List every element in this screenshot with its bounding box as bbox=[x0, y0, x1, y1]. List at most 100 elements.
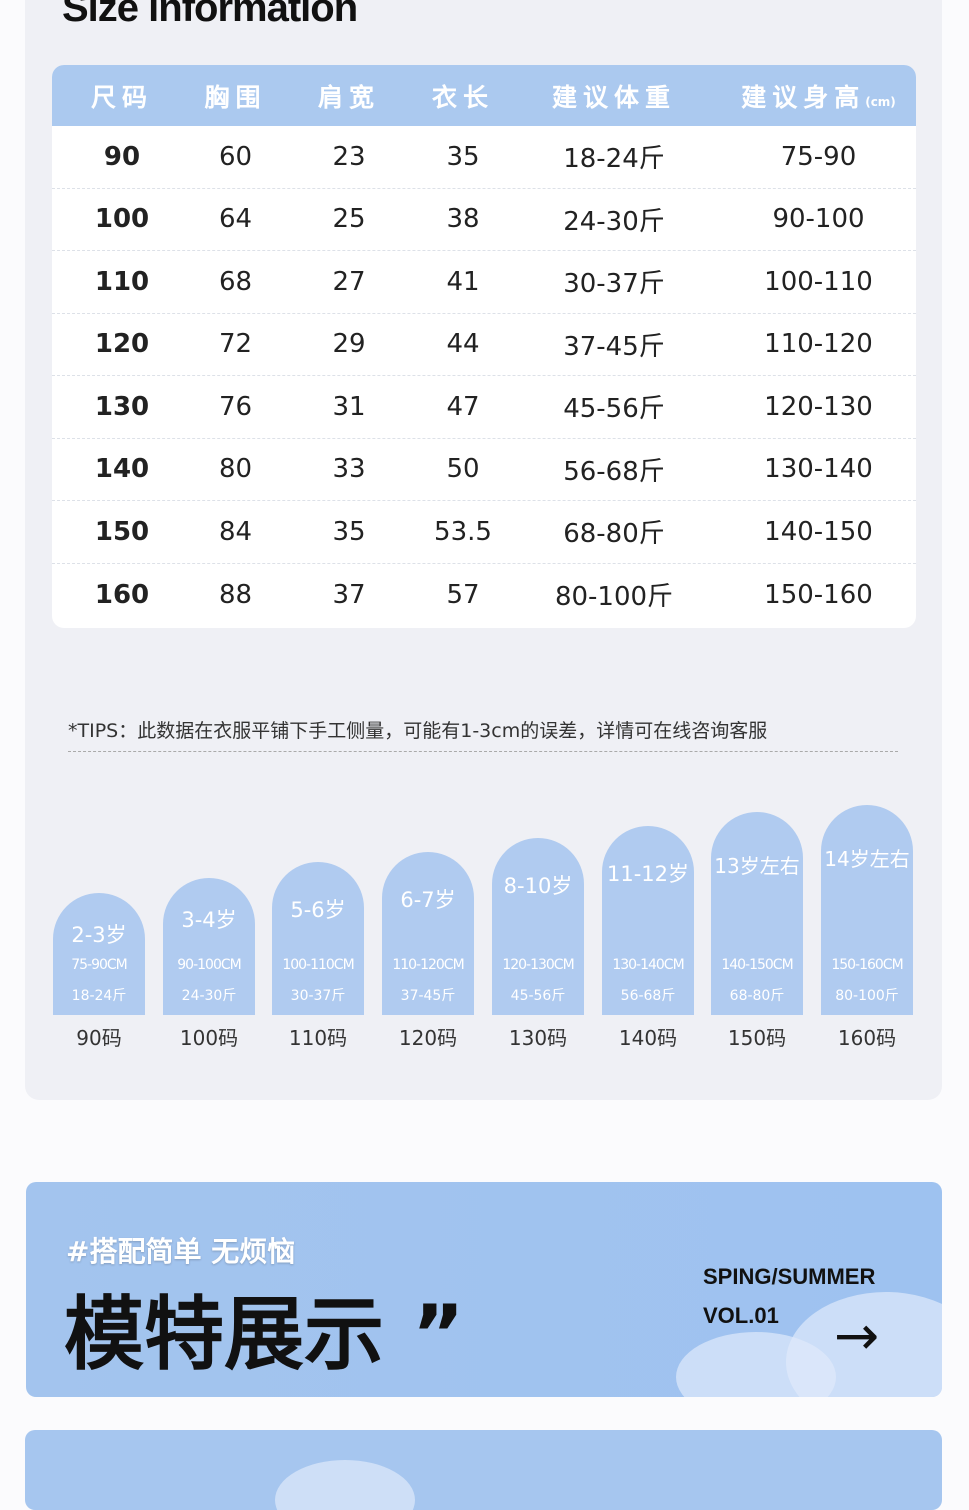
table-cell: 25 bbox=[332, 204, 366, 235]
table-cell: 110 bbox=[94, 266, 150, 297]
banner-heading: 模特展示 ” bbox=[64, 1270, 464, 1386]
table-row: 130 76 31 47 45-56斤 120-130 bbox=[52, 376, 916, 439]
table-cell: 88 bbox=[218, 579, 253, 610]
header-cell: 尺码 bbox=[90, 82, 153, 112]
height-range: 100-110CM bbox=[282, 957, 354, 973]
size-code: 130码 bbox=[508, 1026, 568, 1050]
size-arch: 6-7岁 110-120CM 37-45斤 bbox=[382, 852, 474, 1015]
table-cell: 45-56斤 bbox=[563, 394, 665, 425]
table-cell: 72 bbox=[218, 329, 253, 360]
size-arch: 8-10岁 120-130CM 45-56斤 bbox=[492, 838, 584, 1015]
weight-range: 68-80斤 bbox=[729, 988, 785, 1004]
table-cell: 53.5 bbox=[434, 516, 492, 547]
table-cell: 27 bbox=[332, 266, 366, 297]
age-label: 14岁左右 bbox=[824, 847, 910, 871]
table-cell: 160 bbox=[94, 579, 150, 610]
table-cell: 75-90 bbox=[780, 141, 857, 172]
size-code: 160码 bbox=[837, 1026, 897, 1050]
heading-text: 模特展示 bbox=[64, 1288, 384, 1381]
table-cell: 140-150 bbox=[764, 516, 873, 547]
table-cell: 37 bbox=[332, 579, 366, 610]
size-arch: 2-3岁 75-90CM 18-24斤 bbox=[53, 893, 145, 1015]
table-header: 尺码 胸围 肩宽 衣长 建议体重 建议身高(cm) bbox=[52, 65, 916, 126]
table-cell: 100-110 bbox=[764, 266, 873, 297]
table-cell: 33 bbox=[332, 454, 366, 485]
table-cell: 120-130 bbox=[764, 391, 873, 422]
banner-tag: #搭配简单 无烦恼 bbox=[66, 1235, 296, 1268]
table-cell: 80 bbox=[218, 454, 253, 485]
header-cell: 建议体重 bbox=[551, 82, 676, 112]
table-cell: 24-30斤 bbox=[563, 206, 665, 237]
table-cell: 29 bbox=[332, 329, 366, 360]
size-table: 尺码 胸围 肩宽 衣长 建议体重 建议身高(cm) 90 60 23 35 18-24斤… bbox=[52, 65, 916, 628]
weight-range: 45-56斤 bbox=[510, 988, 566, 1004]
header-cell: 建议身高(cm) bbox=[721, 78, 916, 114]
table-cell: 120 bbox=[94, 329, 150, 360]
size-arch: 13岁左右 140-150CM 68-80斤 bbox=[711, 812, 803, 1015]
season-text: SPING/SUMMER bbox=[703, 1264, 876, 1289]
table-cell: 150-160 bbox=[764, 579, 873, 610]
header-cell: 肩宽 bbox=[317, 82, 380, 112]
table-cell: 38 bbox=[446, 204, 480, 235]
age-label: 13岁左右 bbox=[714, 854, 800, 878]
table-cell: 47 bbox=[446, 391, 480, 422]
season-label: SPING/SUMMER VOL.01 bbox=[703, 1257, 875, 1335]
header-cell: 衣长 bbox=[431, 82, 494, 112]
table-cell: 35 bbox=[332, 516, 366, 547]
table-cell: 100 bbox=[94, 204, 150, 235]
table-row: 160 88 37 57 80-100斤 150-160 bbox=[52, 564, 916, 627]
size-arch: 14岁左右 150-160CM 80-100斤 bbox=[821, 805, 913, 1015]
table-cell: 23 bbox=[332, 141, 366, 172]
table-cell: 18-24斤 bbox=[563, 144, 665, 175]
table-row: 110 68 27 41 30-37斤 100-110 bbox=[52, 251, 916, 314]
age-label: 5-6岁 bbox=[290, 898, 346, 922]
weight-range: 80-100斤 bbox=[835, 988, 899, 1004]
weight-range: 18-24斤 bbox=[71, 988, 127, 1004]
height-range: 75-90CM bbox=[71, 957, 128, 973]
table-cell: 68-80斤 bbox=[563, 519, 665, 550]
model-showcase-banner: #搭配简单 无烦恼 模特展示 ” SPING/SUMMER VOL.01 → bbox=[26, 1182, 942, 1397]
unit-label: (cm) bbox=[865, 94, 896, 109]
table-cell: 37-45斤 bbox=[563, 331, 665, 362]
size-code: 140码 bbox=[618, 1026, 678, 1050]
header-cell: 胸围 bbox=[204, 82, 267, 112]
tips-note: *TIPS：此数据在衣服平铺下手工侧量，可能有1-3cm的误差，详情可在线咨询客… bbox=[68, 716, 898, 752]
size-code: 150码 bbox=[727, 1026, 787, 1050]
quote-mark: ” bbox=[411, 1288, 465, 1381]
table-row: 150 84 35 53.5 68-80斤 140-150 bbox=[52, 501, 916, 564]
section-title: Size information bbox=[62, 0, 358, 30]
size-code: 100码 bbox=[179, 1026, 239, 1050]
table-cell: 130 bbox=[94, 391, 150, 422]
height-range: 140-150CM bbox=[721, 957, 793, 973]
size-arch: 5-6岁 100-110CM 30-37斤 bbox=[272, 862, 364, 1015]
table-cell: 60 bbox=[218, 141, 253, 172]
table-row: 90 60 23 35 18-24斤 75-90 bbox=[52, 126, 916, 189]
header-text: 建议身高 bbox=[741, 82, 866, 112]
arrow-right-icon: → bbox=[834, 1304, 880, 1367]
table-row: 120 72 29 44 37-45斤 110-120 bbox=[52, 314, 916, 376]
table-cell: 80-100斤 bbox=[554, 582, 674, 613]
table-cell: 57 bbox=[446, 579, 480, 610]
table-cell: 110-120 bbox=[764, 329, 873, 360]
volume-text: VOL.01 bbox=[703, 1303, 779, 1328]
table-cell: 150 bbox=[94, 516, 150, 547]
table-row: 100 64 25 38 24-30斤 90-100 bbox=[52, 189, 916, 251]
weight-range: 30-37斤 bbox=[290, 988, 346, 1004]
size-arch: 11-12岁 130-140CM 56-68斤 bbox=[602, 826, 694, 1015]
size-arch: 3-4岁 90-100CM 24-30斤 bbox=[163, 878, 255, 1015]
table-cell: 90-100 bbox=[772, 204, 865, 235]
table-cell: 90 bbox=[103, 141, 141, 172]
age-label: 8-10岁 bbox=[503, 874, 573, 898]
weight-range: 24-30斤 bbox=[181, 988, 237, 1004]
table-cell: 41 bbox=[446, 266, 480, 297]
size-code: 120码 bbox=[398, 1026, 458, 1050]
age-label: 2-3岁 bbox=[71, 923, 127, 947]
weight-range: 37-45斤 bbox=[400, 988, 456, 1004]
size-code: 90码 bbox=[76, 1026, 122, 1050]
table-cell: 68 bbox=[218, 266, 253, 297]
table-cell: 35 bbox=[446, 141, 480, 172]
age-label: 11-12岁 bbox=[606, 862, 690, 886]
size-code: 110码 bbox=[288, 1026, 348, 1050]
model-image-banner bbox=[25, 1430, 942, 1510]
table-cell: 84 bbox=[218, 516, 253, 547]
